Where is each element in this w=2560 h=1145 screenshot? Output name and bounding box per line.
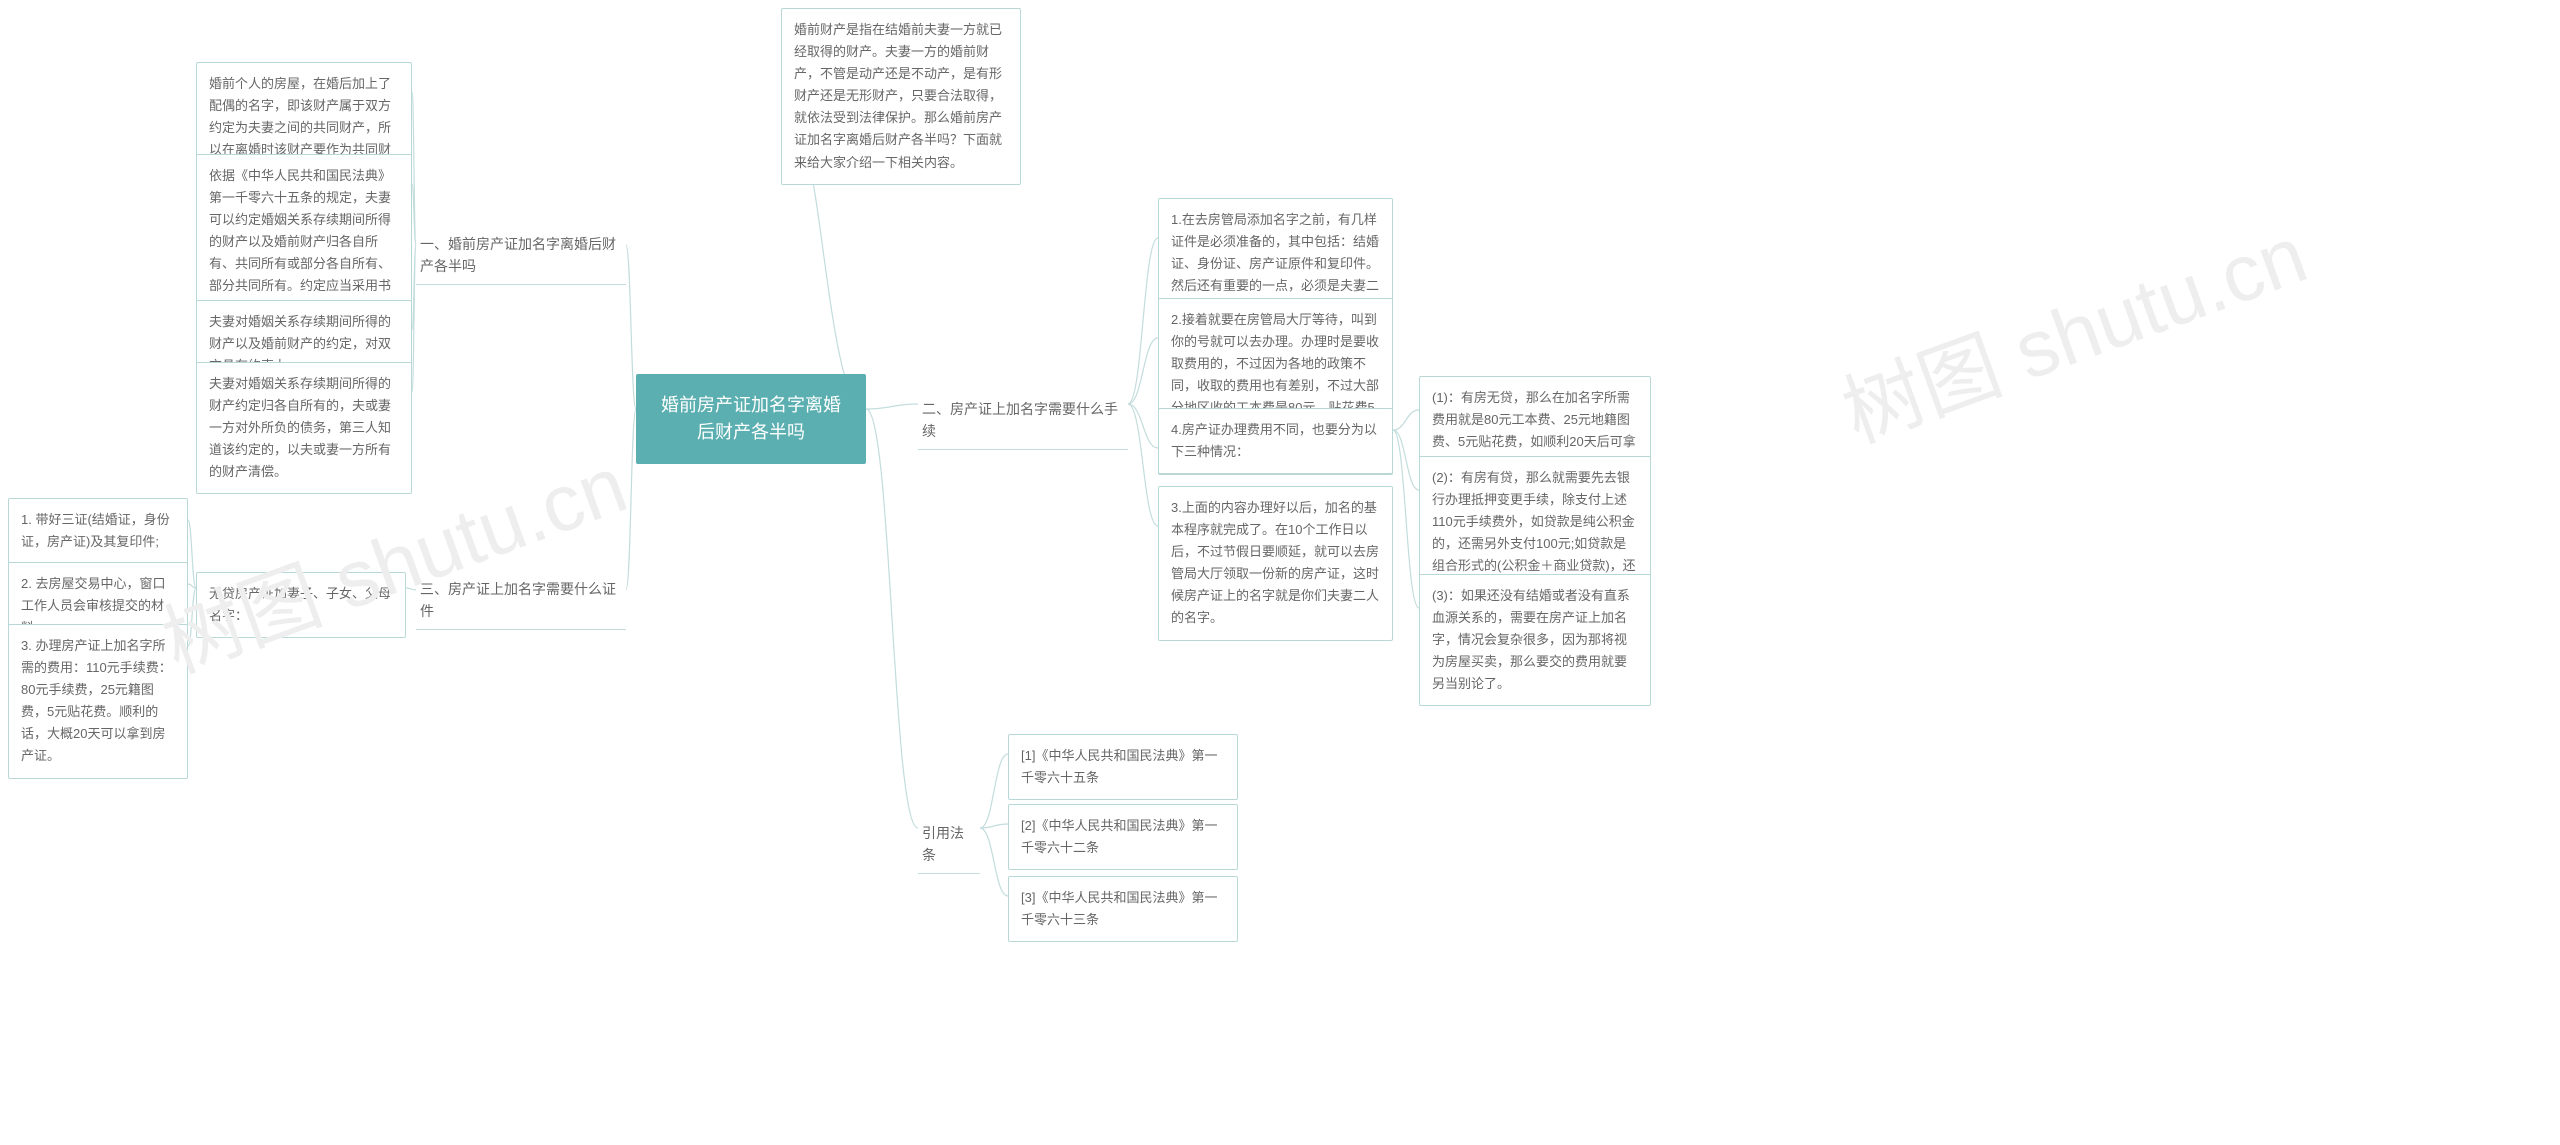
leaf-b4-2: [3]《中华人民共和国民法典》第一千零六十三条 [1008,876,1238,942]
watermark: 树图 shutu.cn [1825,191,2320,466]
branch-label-b4: 引用法条 [918,816,980,874]
leaf-b1-3: 夫妻对婚姻关系存续期间所得的财产约定归各自所有的，夫或妻一方对外所负的债务，第三… [196,362,412,494]
branch-label-b2: 二、房产证上加名字需要什么手续 [918,392,1128,450]
leaf-b2-3: 4.房产证办理费用不同，也要分为以下三种情况： [1158,408,1393,474]
leaf-b4-0: [1]《中华人民共和国民法典》第一千零六十五条 [1008,734,1238,800]
center-node-text: 婚前房产证加名字离婚后财产各半吗 [661,395,841,442]
leaf-b2-2: 3.上面的内容办理好以后，加名的基本程序就完成了。在10个工作日以后，不过节假日… [1158,486,1393,641]
branch-label-b3: 三、房产证上加名字需要什么证件 [416,572,626,630]
center-node: 婚前房产证加名字离婚后财产各半吗 [636,374,866,464]
branch-label-b1: 一、婚前房产证加名字离婚后财产各半吗 [416,227,626,285]
leaf-b3-0-2: 3. 办理房产证上加名字所需的费用：110元手续费：80元手续费，25元籍图费，… [8,624,188,779]
intro-box: 婚前财产是指在结婚前夫妻一方就已经取得的财产。夫妻一方的婚前财产，不管是动产还是… [781,8,1021,185]
leaf-b3-0: 无贷房产证加妻子、子女、父母名字： [196,572,406,638]
leaf-b3-0-0: 1. 带好三证(结婚证，身份证，房产证)及其复印件; [8,498,188,564]
leaf-b2-3-2: (3)：如果还没有结婚或者没有直系血源关系的，需要在房产证上加名字，情况会复杂很… [1419,574,1651,706]
leaf-b4-1: [2]《中华人民共和国民法典》第一千零六十二条 [1008,804,1238,870]
